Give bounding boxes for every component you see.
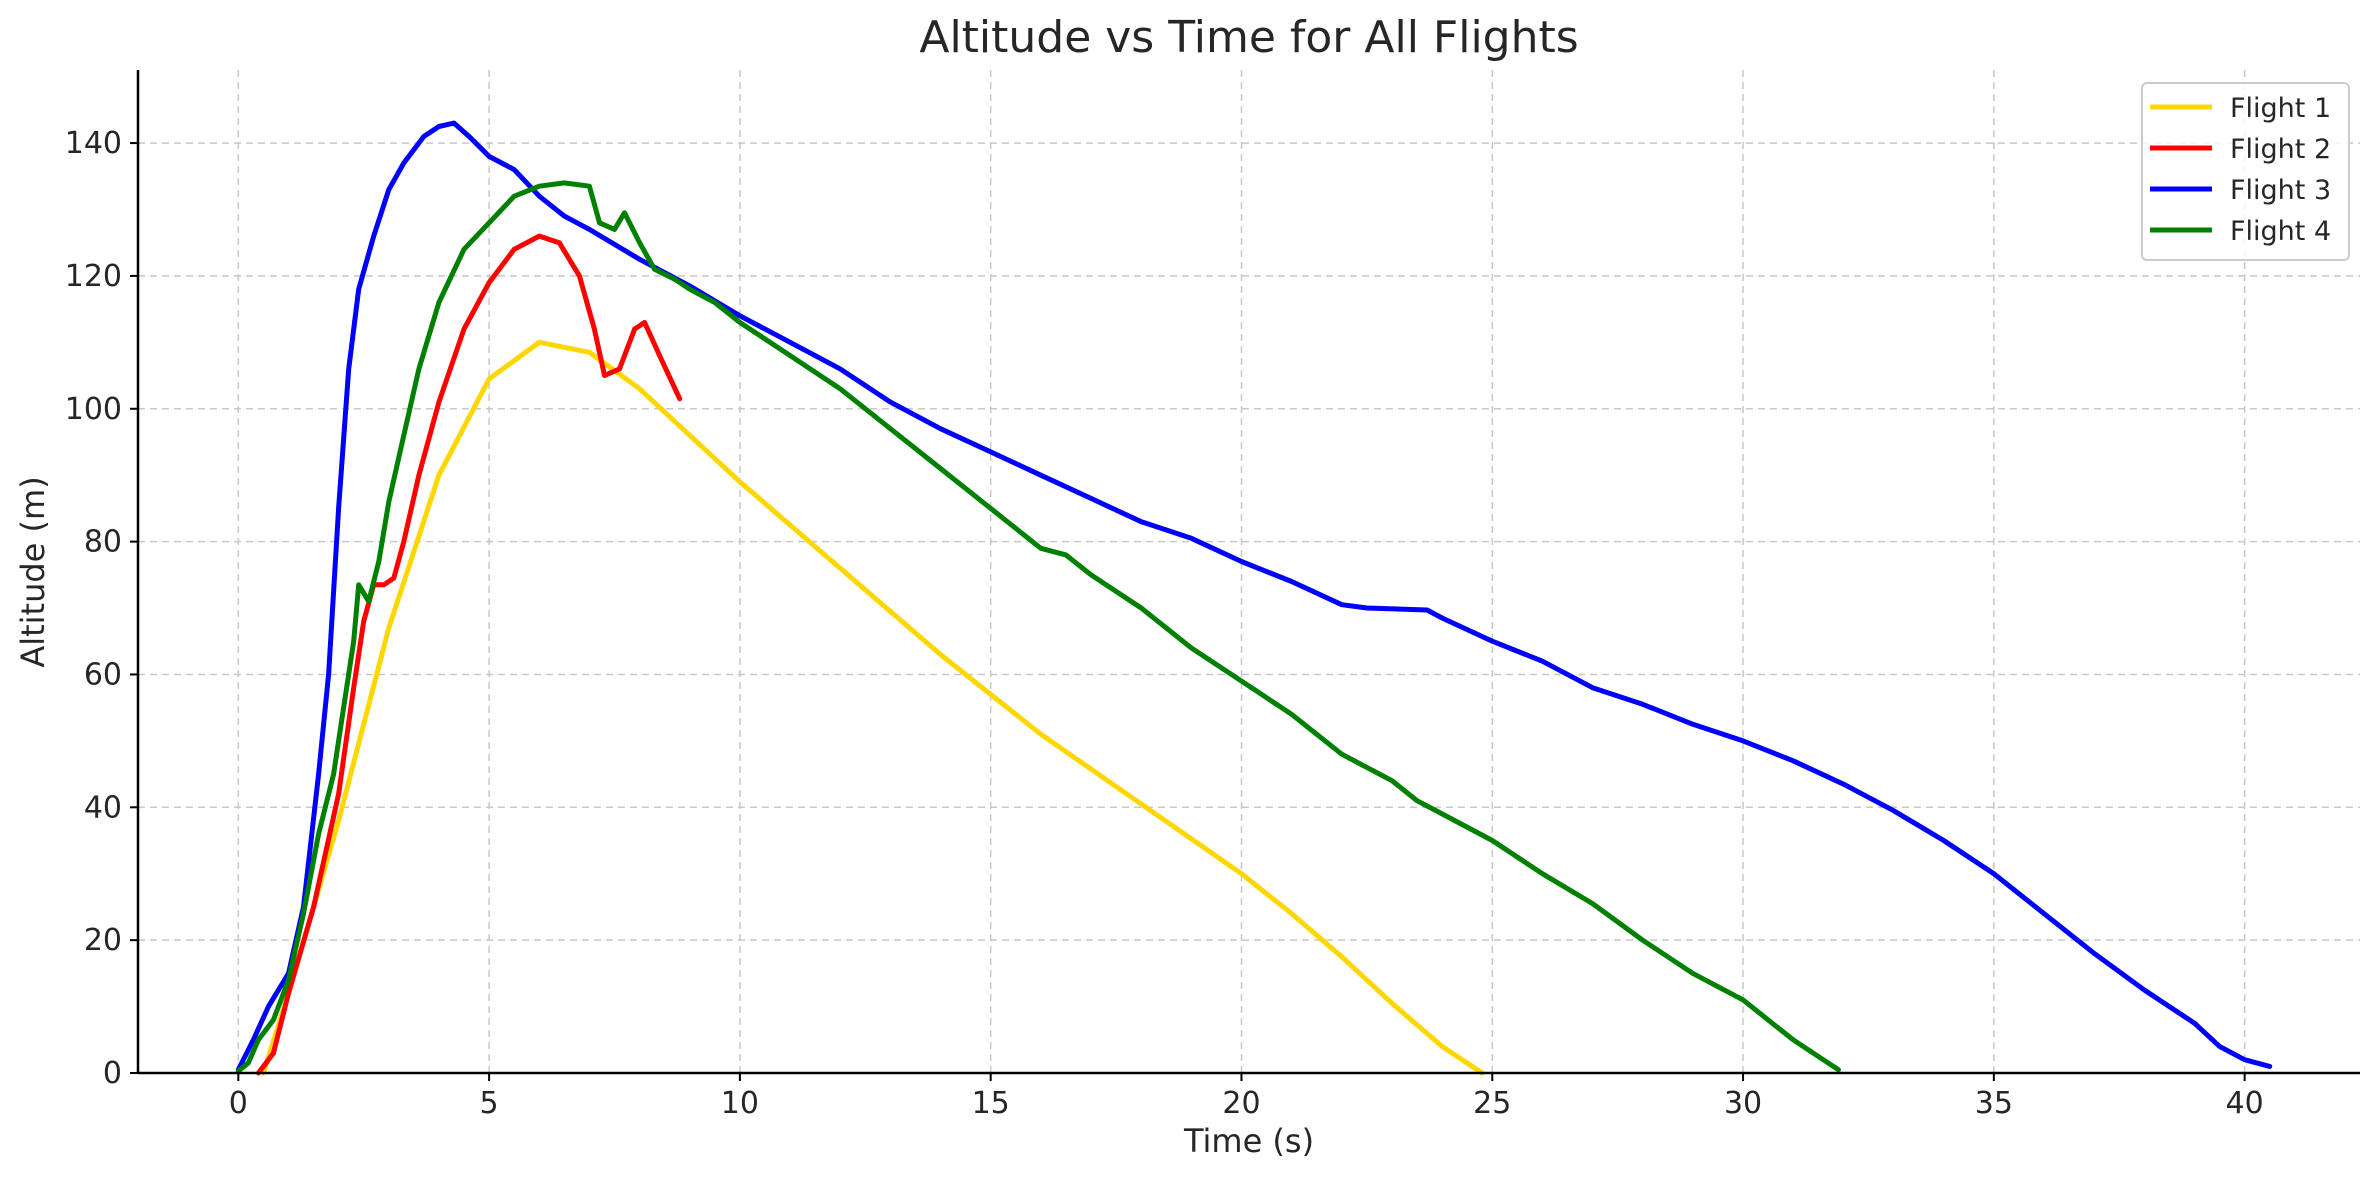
series-line-flight-4 — [235, 180, 1841, 1074]
legend-label-flight-1: Flight 1 — [2230, 93, 2331, 124]
x-tick-label: 40 — [2226, 1086, 2264, 1121]
y-tick-label: 20 — [84, 923, 122, 958]
x-tick-label: 20 — [1222, 1086, 1260, 1121]
y-tick-label: 100 — [65, 392, 122, 427]
axes-layer — [136, 70, 2360, 1075]
x-tick-label: 10 — [721, 1086, 759, 1121]
x-axis-title: Time (s) — [1183, 1122, 1314, 1160]
chart-title: Altitude vs Time for All Flights — [919, 12, 1578, 63]
x-tick-label: 0 — [229, 1086, 248, 1121]
y-tick-label: 140 — [65, 126, 122, 161]
series-layer — [235, 120, 2273, 1076]
x-tick-label: 5 — [480, 1086, 499, 1121]
series-line-flight-2 — [255, 233, 683, 1076]
series-line-flight-1 — [260, 339, 1485, 1076]
y-tick-label: 80 — [84, 525, 122, 560]
legend-box — [2141, 82, 2350, 261]
y-tick-label: 0 — [103, 1056, 122, 1091]
legend-label-flight-3: Flight 3 — [2230, 175, 2331, 206]
x-tick-label: 15 — [972, 1086, 1010, 1121]
x-tick-label: 30 — [1724, 1086, 1762, 1121]
ticks-layer: 0 5 10 15 20 25 30 35 40 0 20 40 60 80 100 120 140 — [65, 126, 2264, 1121]
x-tick-label: 35 — [1975, 1086, 2013, 1121]
legend: Flight 1 Flight 2 Flight 3 Flight 4 — [2141, 82, 2350, 261]
legend-label-flight-4: Flight 4 — [2230, 216, 2331, 247]
y-tick-label: 60 — [84, 657, 122, 692]
y-tick-label: 40 — [84, 790, 122, 825]
legend-label-flight-2: Flight 2 — [2230, 134, 2331, 165]
y-tick-label: 120 — [65, 259, 122, 294]
series-line-flight-3 — [235, 120, 2273, 1073]
x-tick-label: 25 — [1473, 1086, 1511, 1121]
grid-layer — [138, 70, 2360, 1074]
y-axis-title: Altitude (m) — [14, 476, 52, 667]
